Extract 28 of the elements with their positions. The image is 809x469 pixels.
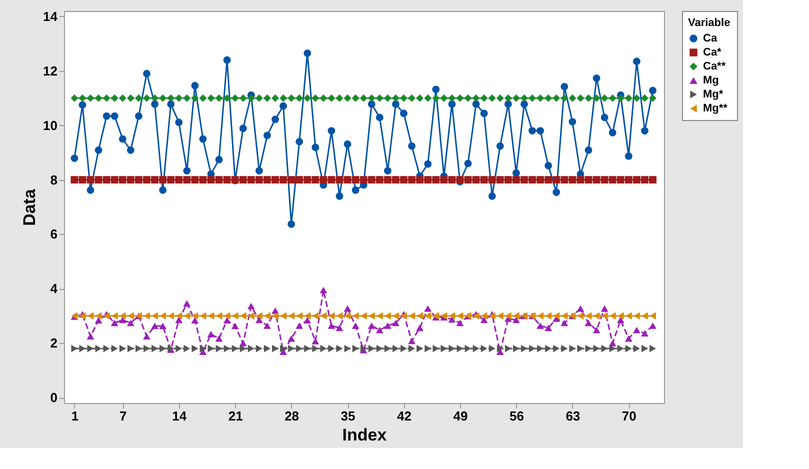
y-tick-label: 10	[43, 118, 58, 133]
x-tick-label: 56	[509, 408, 524, 424]
legend-label: Ca	[703, 32, 718, 44]
x-tick-label: 63	[566, 408, 580, 424]
y-tick-label: 12	[43, 63, 58, 78]
y-tick-label: 0	[50, 390, 58, 406]
y-axis-title: Data	[20, 188, 40, 226]
y-tick-label: 14	[43, 8, 58, 24]
y-tick-label: 8	[50, 172, 58, 188]
x-axis-title: Index	[342, 426, 388, 444]
x-tick-label: 21	[228, 408, 243, 424]
legend-label: Ca**	[703, 60, 726, 72]
x-tick-label: 1	[71, 408, 79, 424]
x-tick-label: 35	[340, 408, 356, 424]
x-tick-label: 14	[172, 408, 188, 424]
y-tick-label: 6	[50, 226, 58, 242]
legend-label: Ca*	[703, 46, 722, 58]
y-tick-label: 4	[50, 281, 58, 296]
x-tick-label: 49	[453, 408, 468, 424]
y-tick-label: 2	[50, 336, 58, 351]
x-tick-label: 42	[397, 408, 412, 424]
legend-title: Variable	[688, 17, 730, 29]
x-tick-label: 28	[284, 408, 300, 424]
x-tick-label: 70	[622, 408, 636, 424]
legend-label: Mg	[703, 74, 719, 86]
x-tick-label: 7	[120, 408, 127, 424]
legend-label: Mg*	[703, 88, 724, 100]
legend-label: Mg**	[703, 102, 728, 114]
